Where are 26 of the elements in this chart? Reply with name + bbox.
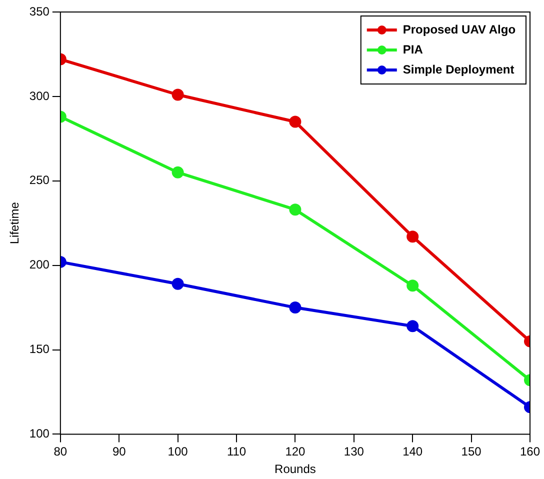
point — [172, 166, 184, 178]
point — [289, 302, 302, 314]
y-tick-label: 100 — [29, 426, 50, 441]
x-tick-label: 90 — [112, 444, 126, 459]
x-axis-title: Rounds — [274, 462, 316, 476]
y-tick-label: 200 — [29, 258, 50, 272]
x-tick-label: 120 — [285, 444, 306, 459]
x-tick-label: 160 — [520, 444, 540, 459]
point — [289, 116, 302, 128]
point — [289, 204, 302, 216]
x-tick-label: 110 — [226, 444, 246, 459]
point — [172, 278, 184, 290]
x-tick-label: 140 — [402, 444, 423, 459]
x-tick-label: 100 — [168, 444, 188, 459]
x-tick-label: 130 — [344, 444, 364, 459]
legend-label: Proposed UAV Algo — [402, 22, 516, 36]
x-tick-label: 150 — [461, 444, 482, 459]
x-tick-label: 80 — [54, 444, 68, 459]
y-axis-title: Lifetime — [8, 202, 22, 244]
y-tick-label: 350 — [29, 4, 50, 18]
legend-label: PIA — [402, 42, 424, 56]
point — [172, 88, 184, 101]
y-tick-label: 300 — [29, 88, 50, 103]
y-tick-label: 150 — [29, 342, 50, 356]
legend-label: Simple Deployment — [402, 62, 514, 76]
y-tick-label: 250 — [29, 173, 50, 188]
